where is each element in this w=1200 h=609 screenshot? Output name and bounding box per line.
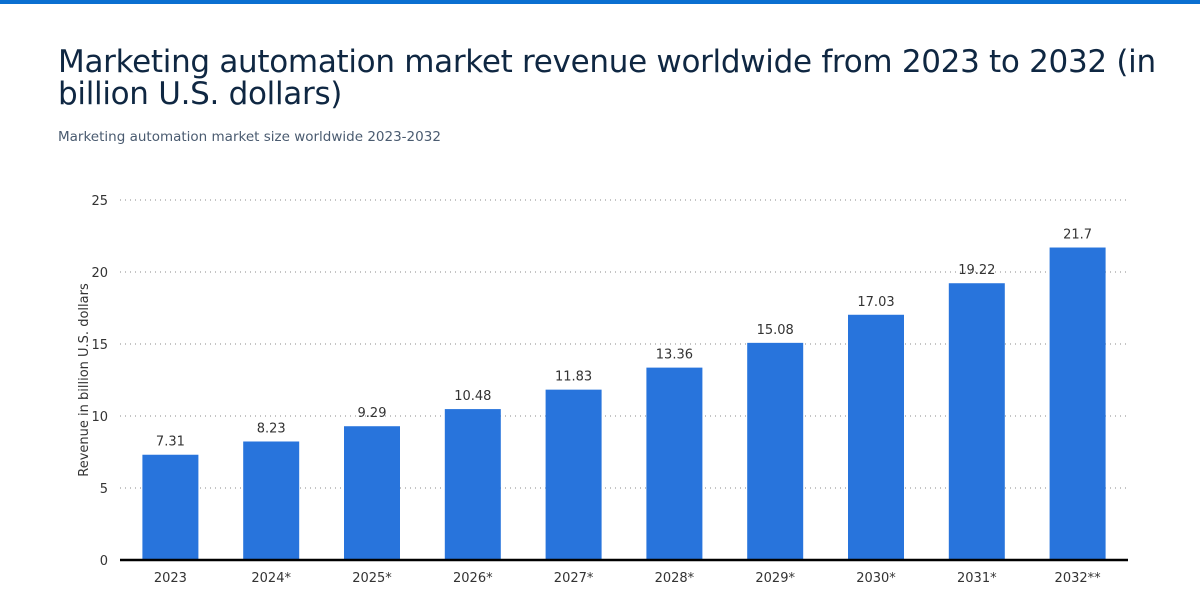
data-label: 7.31	[156, 435, 185, 450]
data-label: 10.48	[454, 389, 491, 404]
y-tick-label: 15	[91, 338, 108, 353]
x-tick-label: 2031*	[957, 571, 997, 586]
bar	[1049, 247, 1106, 560]
y-tick-label: 5	[100, 482, 108, 497]
bar	[747, 342, 804, 560]
top-accent-bar	[0, 0, 1200, 4]
x-tick-label: 2026*	[453, 571, 493, 586]
data-label: 13.36	[656, 348, 693, 363]
data-label: 8.23	[257, 421, 286, 436]
bar	[646, 367, 703, 560]
x-tick-label: 2025*	[352, 571, 392, 586]
bar	[545, 389, 602, 560]
data-label: 15.08	[757, 323, 794, 338]
y-tick-label: 25	[91, 194, 108, 209]
x-tick-label: 2024*	[251, 571, 291, 586]
x-tick-label: 2028*	[655, 571, 695, 586]
bar	[344, 426, 400, 560]
bar	[948, 283, 1005, 560]
data-label: 21.7	[1063, 228, 1092, 243]
x-tick-label: 2027*	[554, 571, 594, 586]
x-tick-label: 2030*	[856, 571, 896, 586]
data-label: 17.03	[857, 295, 894, 310]
x-tick-label: 2023	[154, 571, 187, 586]
x-tick-label: 2029*	[755, 571, 795, 586]
y-tick-label: 10	[91, 410, 108, 425]
x-tick-label: 2032**	[1055, 571, 1102, 586]
data-label: 11.83	[555, 370, 592, 385]
chart-title: Marketing automation market revenue worl…	[58, 44, 1156, 112]
y-axis-label: Revenue in billion U.S. dollars	[77, 283, 92, 477]
data-label: 9.29	[358, 406, 387, 421]
bar	[142, 454, 199, 560]
bar	[243, 441, 300, 560]
chart-subtitle: Marketing automation market size worldwi…	[58, 129, 441, 145]
y-tick-label: 20	[91, 266, 108, 281]
data-label: 19.22	[958, 263, 995, 278]
y-tick-label: 0	[100, 554, 108, 569]
bar	[848, 314, 904, 560]
bar	[444, 409, 501, 560]
